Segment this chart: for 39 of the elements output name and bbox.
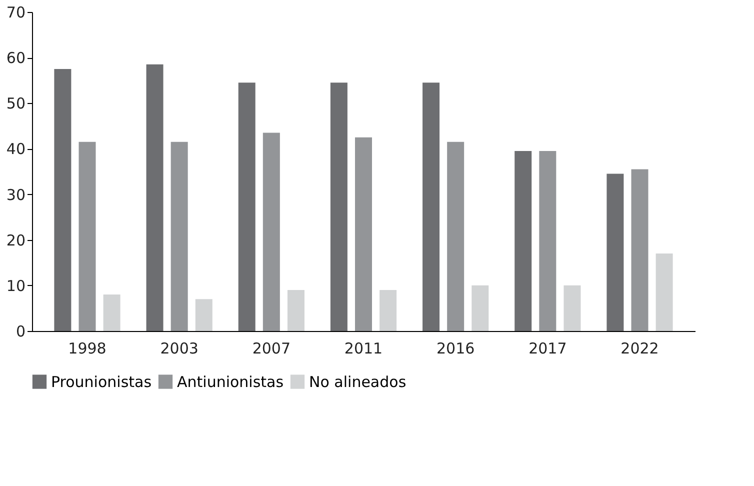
- bar: [78, 142, 96, 331]
- bar: [656, 254, 673, 331]
- y-tick-label: 60: [6, 49, 26, 68]
- y-tick-label: 70: [6, 4, 26, 22]
- y-tick-label: 30: [6, 186, 26, 204]
- bar: [103, 294, 120, 331]
- bar: [606, 174, 624, 331]
- y-tick-label: 10: [6, 276, 26, 295]
- x-tick-label: 2016: [436, 340, 475, 358]
- x-tick-label: 2011: [344, 340, 383, 358]
- bar: [514, 150, 532, 331]
- y-tick-label: 50: [6, 94, 26, 113]
- y-tick-label: 0: [16, 322, 26, 340]
- bar: [631, 169, 648, 331]
- x-tick-label: 2007: [252, 340, 291, 358]
- legend-label: No alineados: [309, 372, 406, 391]
- bar: [380, 290, 397, 331]
- x-tick-label: 2022: [620, 340, 659, 358]
- bar: [447, 142, 464, 331]
- bar: [422, 82, 440, 331]
- bar: [238, 82, 256, 331]
- bar: [262, 132, 280, 331]
- bar: [355, 137, 372, 331]
- bar: [330, 82, 348, 331]
- bar: [472, 285, 489, 331]
- bar: [195, 299, 212, 331]
- y-tick-label: 40: [6, 140, 26, 158]
- x-tick-label: 1998: [68, 340, 106, 358]
- legend-label: Prounionistas: [51, 372, 152, 391]
- bar: [170, 142, 188, 331]
- legend-label: Antiunionistas: [177, 372, 284, 391]
- x-tick-label: 2003: [160, 340, 198, 358]
- bar: [564, 285, 581, 331]
- bar: [539, 150, 556, 331]
- y-tick-label: 20: [6, 231, 26, 250]
- bar: [54, 68, 72, 331]
- bar: [146, 64, 164, 331]
- bar: [287, 290, 304, 331]
- x-tick-label: 2017: [528, 340, 567, 358]
